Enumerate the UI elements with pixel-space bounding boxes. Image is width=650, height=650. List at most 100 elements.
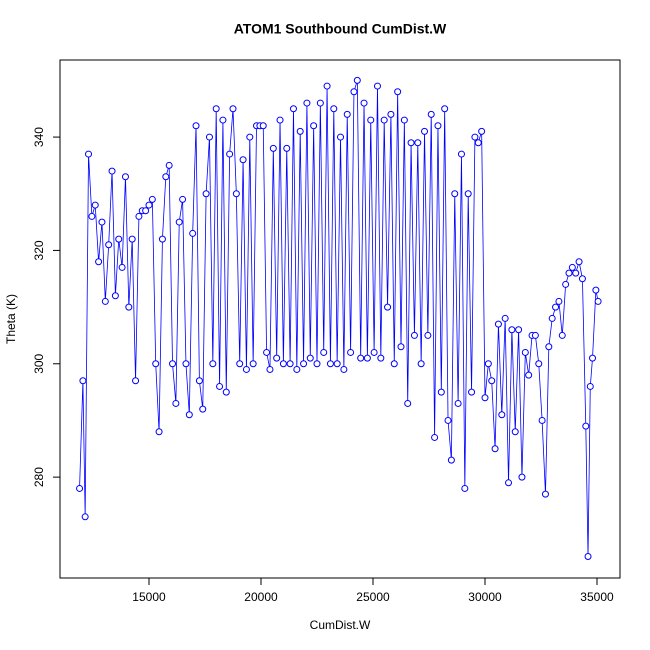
data-point bbox=[400, 116, 408, 124]
data-point bbox=[320, 348, 328, 356]
data-point bbox=[511, 428, 519, 436]
data-point bbox=[538, 416, 546, 424]
data-point bbox=[578, 275, 586, 283]
data-point bbox=[343, 110, 351, 118]
y-tick-label: 300 bbox=[32, 353, 46, 373]
data-point bbox=[515, 326, 523, 334]
data-point bbox=[135, 212, 143, 220]
data-point bbox=[457, 150, 465, 158]
data-point bbox=[81, 513, 89, 521]
y-tick-label: 280 bbox=[32, 467, 46, 487]
data-point bbox=[246, 133, 254, 141]
data-point bbox=[259, 122, 267, 130]
data-point bbox=[363, 354, 371, 362]
data-point bbox=[589, 354, 597, 362]
data-point bbox=[172, 399, 180, 407]
data-point bbox=[279, 360, 287, 368]
data-point bbox=[165, 161, 173, 169]
data-point bbox=[316, 99, 324, 107]
data-point bbox=[216, 382, 224, 390]
data-point bbox=[404, 399, 412, 407]
data-point bbox=[118, 263, 126, 271]
data-point bbox=[484, 360, 492, 368]
data-point bbox=[447, 456, 455, 464]
data-point bbox=[521, 348, 529, 356]
data-point bbox=[202, 190, 210, 198]
data-point bbox=[300, 360, 308, 368]
data-point bbox=[518, 473, 526, 481]
data-point bbox=[464, 190, 472, 198]
data-point bbox=[306, 354, 314, 362]
data-point bbox=[88, 212, 96, 220]
data-point bbox=[199, 405, 207, 413]
data-point bbox=[471, 133, 479, 141]
data-point bbox=[437, 388, 445, 396]
data-point bbox=[410, 331, 418, 339]
data-point bbox=[414, 139, 422, 147]
data-point bbox=[293, 365, 301, 373]
data-point bbox=[478, 127, 486, 135]
data-point bbox=[289, 105, 297, 113]
y-tick-label: 340 bbox=[32, 127, 46, 147]
data-point bbox=[296, 127, 304, 135]
data-point bbox=[350, 88, 358, 96]
data-point bbox=[236, 360, 244, 368]
data-point bbox=[326, 360, 334, 368]
data-point bbox=[390, 360, 398, 368]
x-tick-label: 15000 bbox=[132, 590, 166, 604]
x-tick-label: 20000 bbox=[244, 590, 278, 604]
data-point bbox=[269, 144, 277, 152]
data-point bbox=[266, 365, 274, 373]
data-point bbox=[323, 82, 331, 90]
plot-frame bbox=[59, 59, 621, 579]
data-point bbox=[219, 116, 227, 124]
data-point bbox=[575, 258, 583, 266]
x-axis-label: CumDist.W bbox=[310, 618, 371, 632]
data-point bbox=[101, 297, 109, 305]
data-point bbox=[531, 331, 539, 339]
data-point bbox=[525, 371, 533, 379]
data-point bbox=[91, 201, 99, 209]
data-point bbox=[158, 235, 166, 243]
data-point bbox=[586, 382, 594, 390]
data-point bbox=[417, 360, 425, 368]
data-point bbox=[303, 99, 311, 107]
data-point bbox=[142, 207, 150, 215]
data-point bbox=[555, 297, 563, 305]
data-point bbox=[481, 394, 489, 402]
data-point bbox=[373, 82, 381, 90]
x-tick-label: 25000 bbox=[356, 590, 390, 604]
data-point bbox=[454, 399, 462, 407]
data-point bbox=[273, 354, 281, 362]
data-point bbox=[558, 331, 566, 339]
data-point bbox=[249, 360, 257, 368]
data-point bbox=[424, 331, 432, 339]
data-point bbox=[85, 150, 93, 158]
data-point bbox=[155, 428, 163, 436]
data-point bbox=[541, 490, 549, 498]
data-point bbox=[185, 411, 193, 419]
data-point bbox=[125, 303, 133, 311]
data-point bbox=[152, 360, 160, 368]
data-point bbox=[310, 122, 318, 130]
data-point bbox=[205, 133, 213, 141]
data-point bbox=[209, 360, 217, 368]
data-point bbox=[584, 552, 592, 560]
data-point bbox=[474, 139, 482, 147]
data-point bbox=[276, 116, 284, 124]
data-point bbox=[545, 343, 553, 351]
data-point bbox=[283, 144, 291, 152]
data-point bbox=[367, 116, 375, 124]
data-point bbox=[461, 484, 469, 492]
data-point bbox=[189, 229, 197, 237]
data-point bbox=[488, 377, 496, 385]
data-point bbox=[498, 411, 506, 419]
data-point bbox=[340, 365, 348, 373]
data-point bbox=[98, 218, 106, 226]
data-point bbox=[226, 150, 234, 158]
data-point bbox=[195, 377, 203, 385]
data-point bbox=[394, 88, 402, 96]
data-point bbox=[407, 139, 415, 147]
data-point bbox=[148, 195, 156, 203]
